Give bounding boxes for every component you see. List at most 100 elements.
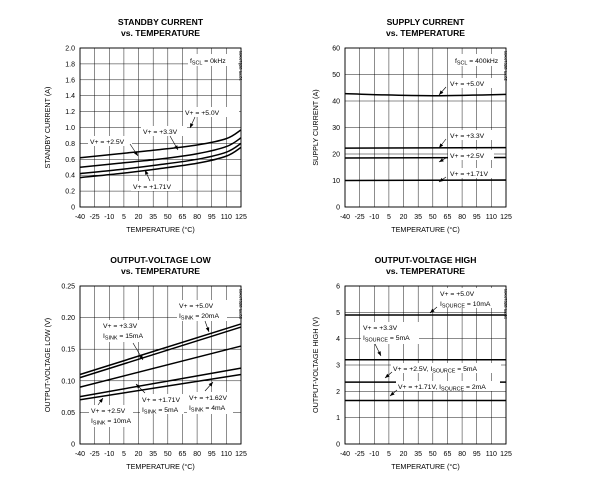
x-tick-label: -10 (369, 214, 379, 221)
pointer-arrow (169, 135, 179, 151)
x-axis-label: TEMPERATURE (°C) (126, 462, 195, 471)
y-tick-label: 1.8 (65, 61, 75, 68)
series-label-1v71: V+ = +1.71V (142, 397, 180, 404)
y-axis-label: SUPPLY CURRENT (A) (311, 89, 320, 165)
y-tick-label: 2.0 (65, 46, 75, 53)
y-tick-label: 0 (336, 205, 340, 212)
y-tick-label: 0.6 (65, 157, 75, 164)
x-tick-label: 110 (486, 451, 497, 458)
y-tick-label: 0.25 (61, 284, 75, 291)
x-tick-label: -10 (369, 451, 379, 458)
label-background (448, 130, 498, 140)
x-tick-label: 95 (473, 214, 481, 221)
x-tick-label: 5 (387, 451, 391, 458)
label-background (89, 405, 133, 427)
x-tick-label: -10 (104, 451, 114, 458)
condition-box (188, 54, 238, 66)
series-line (79, 142, 242, 175)
x-tick-label: 65 (179, 214, 187, 221)
x-tick-label: -25 (355, 214, 365, 221)
series-line (344, 179, 507, 182)
x-tick-label: 20 (135, 451, 143, 458)
y-tick-label: 0.4 (65, 173, 75, 180)
chart-subtitle: vs. TEMPERATURE (121, 266, 200, 276)
condition-box (453, 54, 503, 66)
x-tick-label: 80 (193, 451, 201, 458)
pointer-arrow (97, 397, 104, 406)
label-background (140, 394, 184, 414)
condition-label: fSCL = 400kHz (455, 58, 499, 67)
x-tick-label: 50 (429, 214, 437, 221)
x-tick-label: 125 (500, 214, 512, 221)
x-tick-label: -25 (90, 451, 100, 458)
label-background (438, 288, 502, 308)
label-background (141, 126, 187, 136)
y-tick-label: 0.8 (65, 141, 75, 148)
y-tick-label: 0.20 (61, 315, 75, 322)
series-label-5v: V+ = +5.0V (179, 303, 214, 310)
series-label-5v: V+ = +5.0V (185, 110, 220, 117)
plot-frame (79, 285, 242, 445)
label-background (187, 392, 233, 414)
series-label-2v5: V+ = +2.5V (91, 408, 126, 415)
x-tick-label: -10 (104, 214, 114, 221)
y-axis-label: OUTPUT-VOLTAGE HIGH (V) (311, 317, 320, 413)
y-tick-label: 1.0 (65, 125, 75, 132)
series-label-1v62: V+ = +1.62V (189, 395, 227, 402)
x-tick-label: -25 (90, 214, 100, 221)
x-tick-label: 20 (400, 214, 408, 221)
x-tick-label: 5 (122, 214, 126, 221)
label-background (448, 78, 498, 88)
y-tick-label: 1.6 (65, 77, 75, 84)
y-tick-label: 3 (336, 363, 340, 370)
pointer-arrow (438, 138, 447, 149)
y-tick-label: 0.10 (61, 378, 75, 385)
plot-frame (344, 47, 507, 208)
y-tick-label: 0.2 (65, 189, 75, 196)
x-tick-label: 65 (444, 451, 452, 458)
series-label-2v5: V+ = +2.5V (450, 153, 485, 160)
y-tick-label: 10 (332, 178, 340, 185)
chart-code: MAX7328 toc02 (503, 51, 508, 81)
y-axis-label: STANDBY CURRENT (A) (43, 87, 52, 169)
y-axis-label: OUTPUT-VOLTAGE LOW (V) (43, 318, 52, 412)
y-tick-label: 20 (332, 152, 340, 159)
chart-title: STANDBY CURRENT (118, 17, 204, 27)
x-tick-label: 110 (486, 214, 497, 221)
series-label-3v3: V+ = +3.3V (450, 133, 485, 140)
series-line (344, 146, 507, 149)
series-line (79, 129, 242, 159)
x-tick-label: 50 (164, 214, 172, 221)
series-label-2v5: V+ = +2.5V (90, 139, 125, 146)
x-tick-label: 35 (149, 214, 157, 221)
y-tick-label: 1.4 (65, 93, 75, 100)
condition-label: fSCL = 0kHz (190, 58, 226, 67)
label-background (448, 150, 494, 160)
x-tick-label: 20 (400, 451, 408, 458)
chart-title: OUTPUT-VOLTAGE LOW (110, 255, 211, 265)
y-tick-label: 0.15 (61, 347, 75, 354)
x-tick-label: 5 (387, 214, 391, 221)
x-tick-label: -40 (340, 451, 350, 458)
x-tick-label: 80 (458, 451, 466, 458)
x-tick-label: 80 (458, 214, 466, 221)
series-label-3v3-isource: ISOURCE = 5mA (363, 335, 410, 344)
series-line (79, 323, 242, 376)
x-tick-label: 65 (179, 451, 187, 458)
chart-subtitle: vs. TEMPERATURE (121, 28, 200, 38)
chart-subtitle: vs. TEMPERATURE (386, 28, 465, 38)
pointer-arrow (438, 157, 447, 163)
plot-frame (344, 285, 507, 445)
series-line (79, 326, 242, 379)
series-label-1v71: V+ = +1.71V (133, 184, 171, 191)
series-label-2v5-isink: ISINK = 10mA (91, 418, 131, 427)
y-tick-label: 60 (332, 46, 340, 53)
pointer-arrow (438, 86, 447, 96)
series-label-1v71-isink: ISINK = 5mA (142, 407, 179, 416)
x-tick-label: -25 (355, 451, 365, 458)
plot-frame (79, 47, 242, 208)
x-tick-label: 35 (149, 451, 157, 458)
